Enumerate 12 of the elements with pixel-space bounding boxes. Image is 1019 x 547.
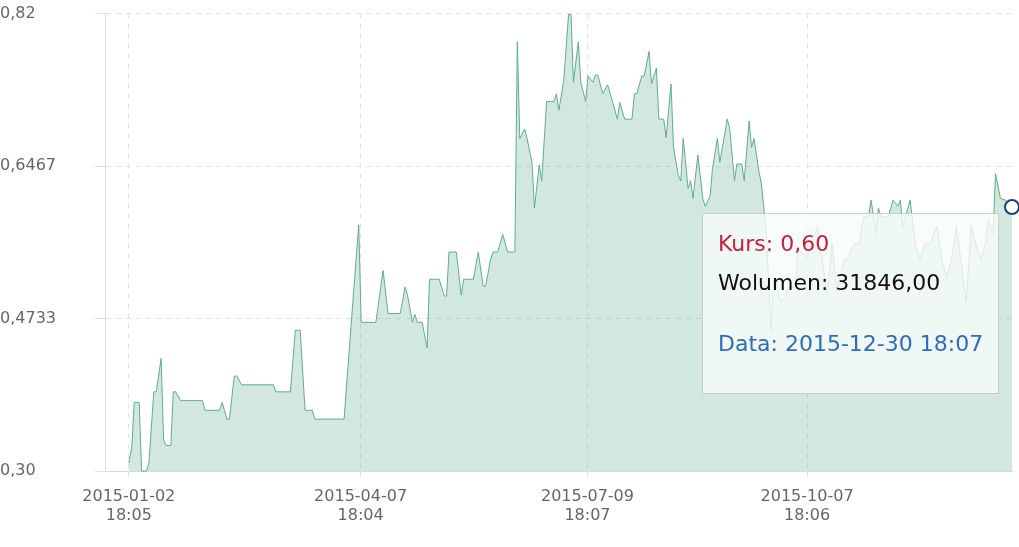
y-tick-label: 0,4733: [0, 307, 56, 327]
x-tick-label: 2015-01-02 18:05: [82, 485, 176, 524]
x-tick-label: 2015-04-07 18:04: [314, 485, 408, 524]
annotation: Data: 2015-12-30 18:07: [718, 330, 984, 359]
y-tick-label: 0,6467: [0, 155, 56, 175]
x-tick-label: 2015-07-09 18:07: [540, 485, 634, 524]
annotation: Wolumen: 31846,00: [718, 269, 942, 298]
y-tick-label: 0,30: [0, 460, 36, 480]
y-tick-label: 0,82: [0, 2, 36, 22]
x-tick-label: 2015-10-07 18:06: [760, 485, 854, 524]
annotation: Kurs: 0,60: [718, 230, 831, 259]
tooltip-box: Kurs: 0,60 Wolumen: 31846,00 Data: 2015-12-30 18:07: [702, 213, 1000, 395]
